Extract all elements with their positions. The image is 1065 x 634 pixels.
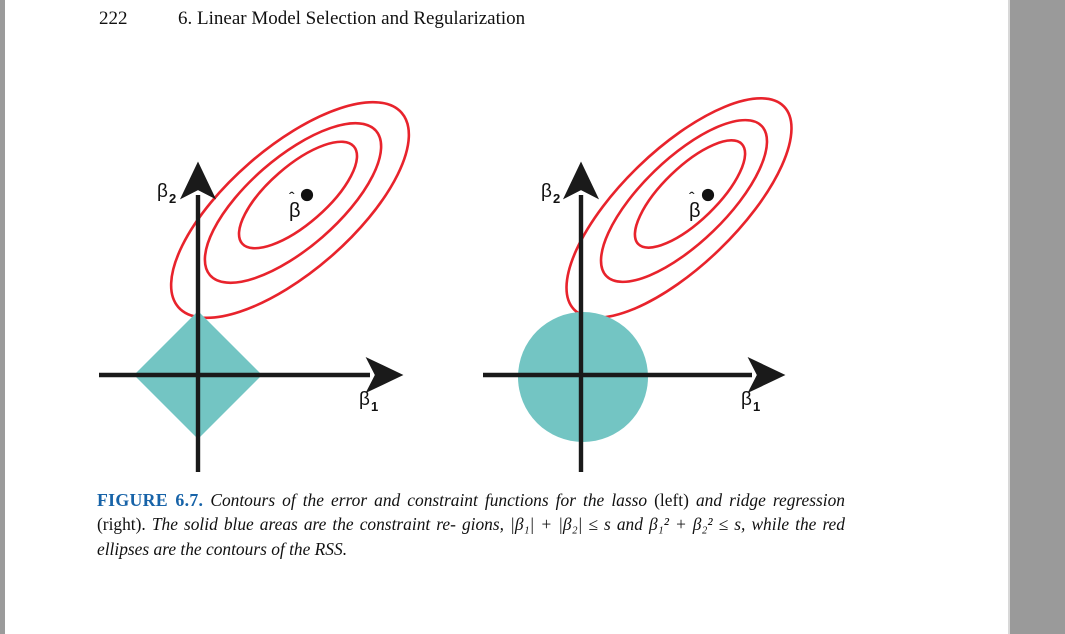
- lasso-y-axis-label: β 2: [157, 181, 176, 206]
- panel-lasso: β 1 β 2 β ˆ: [99, 100, 411, 472]
- figure-caption-lasso-constraint: |β₁| + |β₂| ≤ s: [510, 514, 611, 535]
- page-right-edge-line: [1008, 0, 1010, 634]
- lasso-contour-middle: [203, 121, 383, 285]
- svg-text:β: β: [289, 200, 301, 222]
- figure-caption-left-tag: (left): [654, 490, 689, 510]
- page-left-margin-band: [0, 0, 5, 634]
- ridge-contour-outer: [565, 97, 793, 319]
- panel-ridge: β 1 β 2 β ˆ: [483, 97, 793, 472]
- svg-text:β: β: [157, 181, 168, 202]
- ridge-beta-hat-point: [701, 188, 715, 202]
- ridge-contour-middle: [599, 118, 769, 284]
- figure-caption-line3a: gions,: [461, 514, 504, 535]
- figure-caption-ridge-constraint: β₁² + β₂² ≤ s,: [648, 514, 746, 535]
- ridge-rss-contours: [565, 97, 793, 319]
- svg-text:1: 1: [753, 399, 760, 414]
- ridge-contour-inner: [633, 139, 747, 249]
- ridge-beta-hat-label: β ˆ: [689, 189, 701, 222]
- lasso-contour-inner: [237, 140, 359, 250]
- svg-text:β: β: [359, 389, 370, 410]
- ridge-x-axis-label: β 1: [741, 389, 760, 414]
- page-right-margin-band: [1010, 0, 1065, 634]
- figure-caption: FIGURE 6.7. Contours of the error and co…: [97, 488, 845, 561]
- running-header: 222 6. Linear Model Selection and Regula…: [0, 6, 1000, 32]
- svg-text:1: 1: [371, 399, 378, 414]
- figure-6-7: β 1 β 2 β ˆ: [95, 45, 855, 485]
- figure-caption-line2a: and ridge regression: [695, 490, 845, 510]
- figure-caption-line3b: and: [616, 514, 643, 535]
- figure-caption-line4: the RSS.: [289, 538, 348, 559]
- lasso-beta-hat-point: [300, 188, 314, 202]
- figure-caption-line2b: The solid blue areas are the constraint …: [151, 514, 456, 535]
- lasso-beta-hat-label: β ˆ: [289, 189, 301, 222]
- lasso-rss-contours: [169, 100, 411, 320]
- figure-caption-right-tag: (right).: [97, 514, 146, 535]
- svg-text:β: β: [689, 200, 701, 222]
- ridge-y-axis-label: β 2: [541, 181, 560, 206]
- figure-caption-line1: Contours of the error and constraint fun…: [210, 490, 648, 510]
- svg-text:β: β: [741, 389, 752, 410]
- figure-caption-label: FIGURE 6.7.: [97, 490, 204, 510]
- chapter-title: 6. Linear Model Selection and Regulariza…: [178, 8, 526, 29]
- svg-text:ˆ: ˆ: [689, 189, 695, 208]
- svg-text:2: 2: [169, 191, 176, 206]
- figure-caption-line3c: while the red ellipses are the contours …: [97, 514, 845, 559]
- lasso-x-axis-label: β 1: [359, 389, 378, 414]
- svg-text:ˆ: ˆ: [289, 189, 295, 208]
- page-number: 222: [99, 8, 128, 29]
- svg-text:2: 2: [553, 191, 560, 206]
- svg-text:β: β: [541, 181, 552, 202]
- lasso-contour-outer: [169, 100, 411, 320]
